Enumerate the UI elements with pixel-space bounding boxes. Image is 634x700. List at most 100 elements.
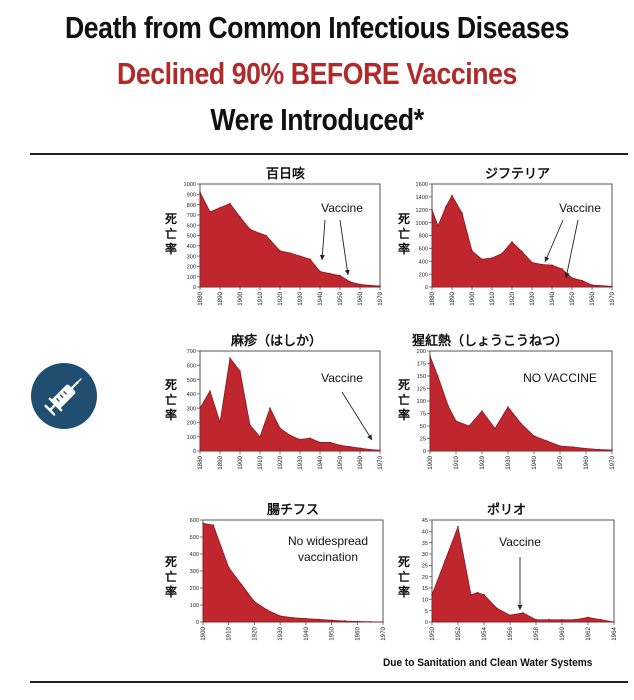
data-point [199,407,201,409]
data-point [457,526,459,528]
data-point [219,421,221,424]
data-point [451,194,453,197]
data-point [471,250,473,252]
x-tick-label: 1900 [427,455,434,469]
y-tick-label: 600 [190,518,199,524]
x-tick-label: 1880 [197,291,204,305]
data-point [279,615,281,617]
data-point [444,560,446,562]
plot-frame [202,519,384,623]
data-point [309,258,311,260]
x-tick-label: 1880 [429,291,436,305]
data-point [548,618,550,621]
x-tick-label: 1910 [453,455,460,469]
data-point [611,285,613,288]
data-point [339,444,341,447]
x-tick-label: 1962 [585,626,592,640]
x-tick-label: 1920 [509,291,516,305]
y-tick-label: 100 [417,399,426,405]
y-axis-label: 死亡率 [165,378,178,422]
x-tick-label: 1910 [489,291,496,305]
chart-title: ポリオ [487,503,527,518]
y-tick-label: 500 [187,378,196,384]
data-point [501,252,503,255]
y-tick-label: 0 [193,449,196,455]
x-tick-label: 1890 [217,455,224,469]
data-point [299,255,301,257]
chart-title: 麻疹（はしか） [231,334,323,349]
arrow-head [564,272,570,278]
plot-frame [429,350,613,452]
x-tick-label: 1960 [357,291,364,305]
y-tick-label: 125 [417,387,426,393]
y-tick-label: 40 [422,530,428,536]
data-point [209,390,211,392]
x-tick-label: 1930 [297,455,304,469]
data-point [494,427,496,430]
data-point [229,357,231,359]
chart-title: ジフテリア [485,167,551,182]
y-tick-label: 1400 [416,195,428,201]
y-axis-label: 死亡率 [398,555,411,599]
chart-title: 腸チフス [267,503,320,518]
data-point [561,618,563,621]
area-series [199,192,381,288]
data-point [319,441,321,444]
annotation-text: Vaccine [321,201,363,215]
data-point [330,619,333,622]
y-tick-label: 200 [417,349,426,355]
y-tick-label: 150 [417,374,426,380]
chart-title: 猩紅熱（しょうこうねつ） [412,334,569,349]
y-tick-label: 100 [190,603,199,609]
x-tick-label: 1880 [197,455,204,469]
x-tick-label: 1900 [237,291,244,305]
y-tick-label: 0 [193,285,196,291]
data-point [511,241,513,243]
arrow-head [319,254,325,260]
data-point [369,284,371,287]
plot-frame [431,183,613,288]
y-tick-label: 10 [422,598,428,604]
data-point [611,449,613,451]
x-tick-label: 1970 [377,291,384,305]
x-tick-label: 1910 [257,291,264,305]
headline-line-3: Were Introduced* [210,102,424,137]
data-point [541,263,543,266]
data-point [305,617,307,620]
y-axis-label: 死亡率 [165,555,178,599]
x-tick-label: 1920 [251,626,258,640]
data-point [533,435,535,437]
data-point [240,583,243,586]
data-point [455,420,457,422]
data-point [431,594,433,596]
data-point [437,225,439,227]
x-tick-label: 1960 [357,455,364,469]
data-point [343,620,346,622]
y-tick-label: 400 [419,259,428,265]
data-point [507,406,509,408]
y-tick-label: 30 [422,552,428,558]
x-tick-label: 1920 [277,291,284,305]
y-tick-label: 200 [187,421,196,427]
data-point [470,594,472,596]
y-tick-label: 0 [425,285,428,291]
x-tick-label: 1930 [277,626,284,640]
y-axis-label: 死亡率 [398,378,411,422]
data-point [339,274,341,277]
x-tick-label: 1964 [611,626,618,640]
x-tick-label: 1954 [481,626,488,640]
data-point [289,434,291,437]
y-tick-label: 25 [422,564,428,570]
y-tick-label: 100 [187,275,196,281]
annotation-arrow [321,219,326,261]
annotation-text: Vaccine [559,201,601,215]
data-point [309,437,311,439]
data-point [551,264,553,266]
data-point [239,370,241,372]
data-point [356,620,359,623]
x-tick-label: 1970 [609,291,616,305]
x-tick-label: 1930 [505,455,512,469]
annotation-text: NO VACCINE [523,371,597,385]
data-point [481,258,483,261]
y-tick-label: 175 [417,362,426,368]
